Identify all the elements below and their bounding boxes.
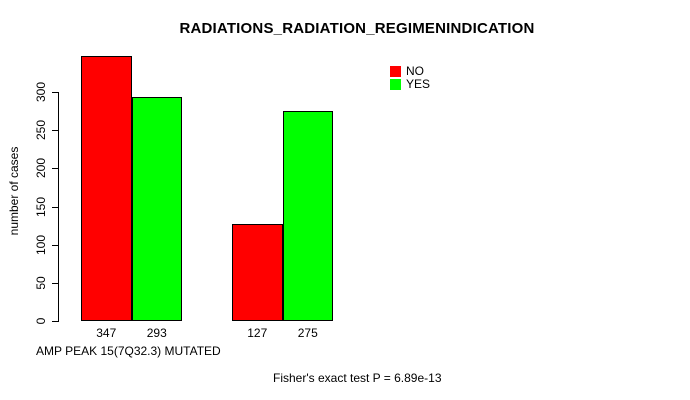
y-axis-tick xyxy=(52,92,58,93)
y-axis-tick-label: 300 xyxy=(34,81,48,103)
y-axis-tick xyxy=(52,283,58,284)
y-axis-tick xyxy=(52,130,58,131)
y-axis-tick xyxy=(52,245,58,246)
bar-yes-group1 xyxy=(131,97,182,321)
bar-value-label: 127 xyxy=(247,326,268,340)
y-axis-tick-label: 250 xyxy=(34,119,48,141)
bar-value-label: 275 xyxy=(297,326,318,340)
y-axis-tick-label: 200 xyxy=(34,157,48,179)
y-axis-tick-label: 0 xyxy=(34,317,48,325)
bar-value-label: 293 xyxy=(146,326,167,340)
bar-value-label: 347 xyxy=(96,326,117,340)
legend-swatch-yes xyxy=(390,78,401,90)
legend-label: YES xyxy=(406,77,431,91)
legend-label: NO xyxy=(406,64,424,78)
legend-row: YES xyxy=(390,78,430,90)
y-axis-line xyxy=(58,92,59,322)
bar-no-group1 xyxy=(81,56,132,321)
chart-title: RADIATIONS_RADIATION_REGIMENINDICATION xyxy=(179,20,535,37)
y-axis-tick-label: 50 xyxy=(34,276,48,290)
y-axis-tick-label: 150 xyxy=(34,196,48,218)
y-axis-label: number of cases xyxy=(7,146,21,236)
legend-swatch-no xyxy=(390,65,401,77)
y-axis-tick xyxy=(52,207,58,208)
y-axis-tick-label: 100 xyxy=(34,234,48,256)
bar-yes-group2 xyxy=(282,111,333,321)
legend-row: NO xyxy=(390,65,430,77)
y-axis-tick xyxy=(52,321,58,322)
bar-no-group2 xyxy=(232,224,283,321)
legend: NO YES xyxy=(390,65,430,91)
annotation-text: Fisher's exact test P = 6.89e-13 xyxy=(273,371,442,385)
x-axis-label: AMP PEAK 15(7Q32.3) MUTATED xyxy=(36,344,221,358)
y-axis-tick xyxy=(52,168,58,169)
